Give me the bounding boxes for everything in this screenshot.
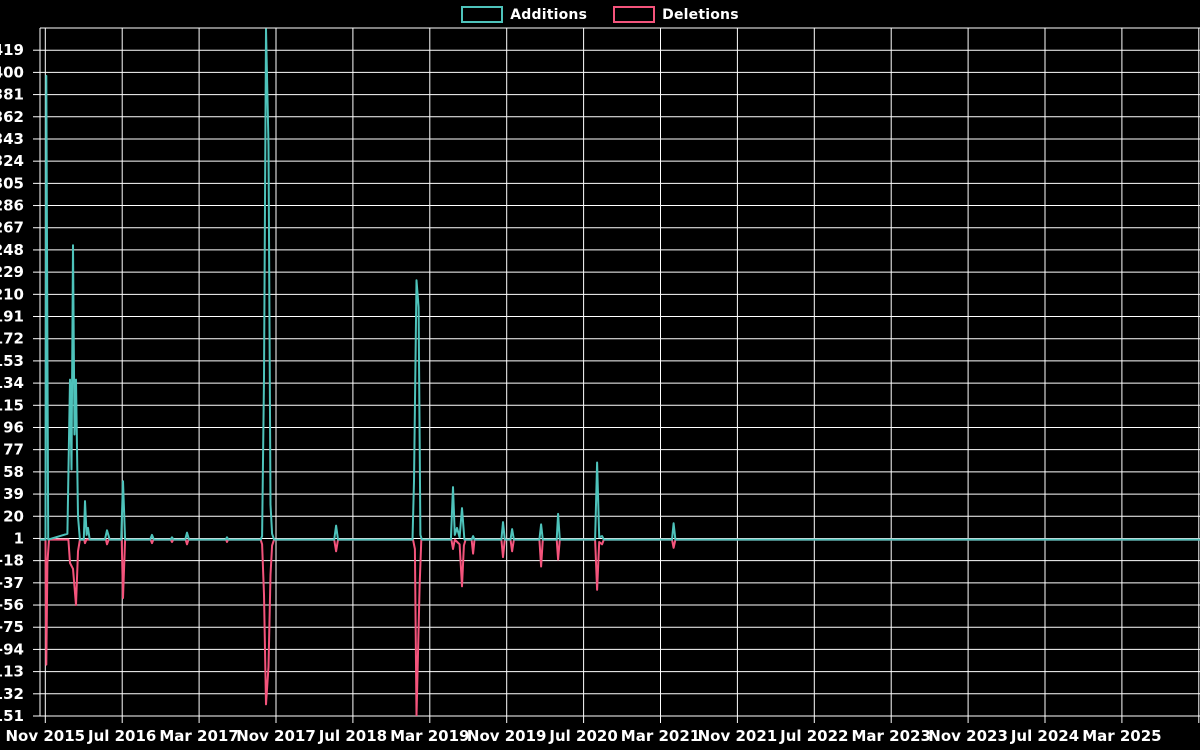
x-tick-label: Nov 2015 — [5, 727, 85, 745]
y-tick-label: 362 — [0, 108, 24, 126]
gridlines — [40, 27, 1200, 717]
y-tick-label: -75 — [0, 618, 24, 636]
y-tick-label: -37 — [0, 574, 24, 592]
y-tick-label: 419 — [0, 41, 24, 59]
x-tick-label: Jul 2016 — [87, 727, 156, 745]
y-tick-label: -18 — [0, 552, 24, 570]
y-tick-label: 1 — [14, 529, 24, 547]
axis-labels: 419 400 381 362 343 324 305 286 267 248 229 210 191 1… — [0, 41, 1162, 745]
y-tick-label: 210 — [0, 285, 24, 303]
chart-legend: Additions Deletions — [0, 6, 1200, 23]
x-tick-label: Jul 2024 — [1010, 727, 1079, 745]
x-tick-label: Nov 2023 — [928, 727, 1008, 745]
legend-item-deletions[interactable]: Deletions — [613, 6, 739, 23]
additions-legend-label: Additions — [510, 6, 588, 23]
additions-swatch-icon — [461, 6, 504, 23]
x-tick-label: Nov 2021 — [698, 727, 778, 745]
legend-item-additions[interactable]: Additions — [461, 6, 587, 23]
y-tick-label: 191 — [0, 308, 24, 326]
deletions-swatch-icon — [613, 6, 656, 23]
y-tick-label: -113 — [0, 663, 24, 681]
y-tick-label: 248 — [0, 241, 24, 259]
y-tick-label: 39 — [3, 485, 24, 503]
y-tick-label: 400 — [0, 63, 24, 81]
x-tick-label: Mar 2017 — [159, 727, 238, 745]
deletions-legend-label: Deletions — [662, 6, 739, 23]
y-tick-label: 343 — [0, 130, 24, 148]
y-tick-label: 305 — [0, 174, 24, 192]
x-tick-label: Mar 2025 — [1082, 727, 1161, 745]
y-tick-label: 58 — [3, 463, 24, 481]
x-tick-label: Jul 2018 — [318, 727, 387, 745]
y-tick-label: 134 — [0, 374, 24, 392]
x-tick-label: Mar 2019 — [390, 727, 469, 745]
y-tick-label: 77 — [3, 441, 24, 459]
additions-line — [40, 28, 1200, 541]
x-tick-label: Mar 2023 — [851, 727, 930, 745]
x-tick-label: Jul 2022 — [779, 727, 848, 745]
x-tick-label: Jul 2020 — [548, 727, 617, 745]
x-tick-label: Mar 2021 — [621, 727, 700, 745]
x-tick-label: Nov 2019 — [467, 727, 547, 745]
axes — [33, 28, 1200, 723]
y-tick-label: -56 — [0, 596, 24, 614]
y-tick-label: 381 — [0, 86, 24, 104]
y-tick-label: 20 — [3, 507, 24, 525]
y-tick-label: 286 — [0, 197, 24, 215]
y-tick-label: 172 — [0, 330, 24, 348]
x-tick-label: Nov 2017 — [236, 727, 316, 745]
y-tick-label: 324 — [0, 152, 24, 170]
y-tick-label: -132 — [0, 685, 24, 703]
y-tick-label: 115 — [0, 396, 24, 414]
y-tick-label: -94 — [0, 640, 24, 658]
y-tick-label: -151 — [0, 707, 24, 725]
series-lines — [40, 28, 1200, 716]
y-tick-label: 229 — [0, 263, 24, 281]
deletions-line — [40, 538, 1200, 716]
y-tick-label: 153 — [0, 352, 24, 370]
y-tick-label: 96 — [3, 418, 24, 436]
y-tick-label: 267 — [0, 219, 24, 237]
